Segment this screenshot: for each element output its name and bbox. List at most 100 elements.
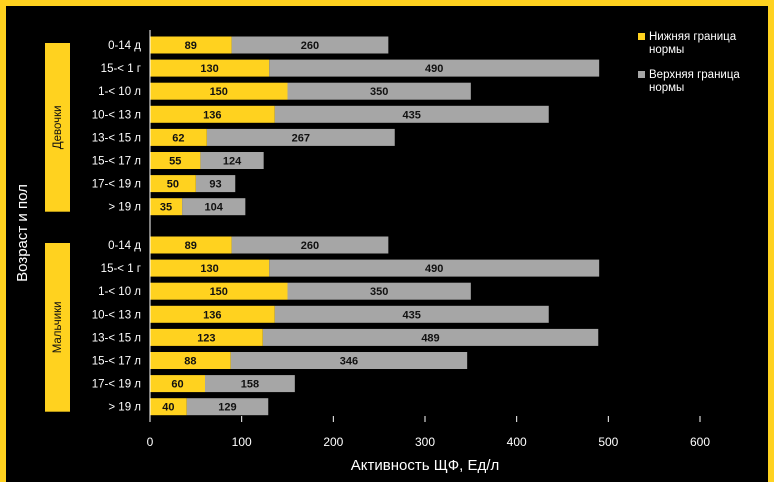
group-label-box xyxy=(45,43,70,212)
x-axis-title: Активность ЩФ, Ед/л xyxy=(351,457,499,474)
axes: 0 100 200 300 400 500 600 xyxy=(147,30,710,449)
lower-bar xyxy=(150,398,187,416)
lower-value-label: 123 xyxy=(197,332,215,344)
upper-value-label: 435 xyxy=(403,309,421,321)
lower-value-label: 60 xyxy=(171,379,183,391)
upper-bar xyxy=(195,175,236,193)
lower-bar xyxy=(150,128,207,146)
upper-bar xyxy=(274,305,549,323)
legend-swatch xyxy=(638,33,645,40)
x-tick-label: 600 xyxy=(690,435,710,449)
x-tick-label: 0 xyxy=(147,435,154,449)
category-label: 13-< 15 л xyxy=(92,332,141,344)
upper-bar xyxy=(205,375,295,393)
lower-value-label: 89 xyxy=(185,240,197,252)
lower-value-label: 55 xyxy=(169,156,181,168)
upper-bar xyxy=(231,236,389,254)
x-tick-label: 300 xyxy=(415,435,435,449)
upper-bar xyxy=(274,105,549,123)
upper-bar xyxy=(186,398,269,416)
lower-bar xyxy=(150,175,196,193)
upper-value-label: 124 xyxy=(223,156,242,168)
lower-value-label: 130 xyxy=(200,263,218,275)
category-label: 1-< 10 л xyxy=(98,86,141,98)
upper-bar xyxy=(269,59,600,77)
category-label: 0-14 д xyxy=(108,40,141,52)
group-label-box xyxy=(45,243,70,412)
upper-bar xyxy=(231,36,389,54)
upper-value-label: 435 xyxy=(403,109,421,121)
lower-bar xyxy=(150,82,288,100)
upper-value-label: 346 xyxy=(340,356,358,368)
group-label: Мальчики xyxy=(52,301,64,353)
lower-bar xyxy=(150,236,232,254)
category-label: 15-< 17 л xyxy=(92,356,141,368)
lower-value-label: 35 xyxy=(160,202,172,214)
upper-value-label: 267 xyxy=(292,132,310,144)
lower-value-label: 150 xyxy=(210,86,228,98)
lower-bar xyxy=(150,59,270,77)
upper-value-label: 490 xyxy=(425,263,443,275)
category-label: 15-< 1 г xyxy=(101,263,141,275)
x-tick-label: 200 xyxy=(323,435,343,449)
lower-bar xyxy=(150,352,231,369)
lower-value-label: 50 xyxy=(167,179,179,191)
legend-label: нормы xyxy=(649,44,684,56)
x-tick-label: 100 xyxy=(232,435,252,449)
lower-value-label: 62 xyxy=(172,132,184,144)
upper-bar xyxy=(287,82,471,100)
lower-value-label: 136 xyxy=(203,309,221,321)
legend-swatch xyxy=(638,71,645,78)
upper-value-label: 93 xyxy=(209,179,221,191)
upper-value-label: 104 xyxy=(205,202,224,214)
category-label: 17-< 19 л xyxy=(92,179,141,191)
category-label: 10-< 13 л xyxy=(92,309,141,321)
lower-value-label: 136 xyxy=(203,109,221,121)
lower-bar xyxy=(150,105,275,123)
lower-value-label: 150 xyxy=(210,286,228,298)
upper-bar xyxy=(200,152,264,169)
category-label: 1-< 10 л xyxy=(98,286,141,298)
category-label: 13-< 15 л xyxy=(92,132,141,144)
lower-bar xyxy=(150,305,275,323)
upper-value-label: 489 xyxy=(421,332,439,344)
x-tick-label: 400 xyxy=(507,435,527,449)
lower-bar xyxy=(150,375,205,393)
y-axis-title: Возраст и пол xyxy=(14,184,31,282)
upper-value-label: 129 xyxy=(218,402,236,414)
upper-value-label: 350 xyxy=(370,86,388,98)
lower-bar xyxy=(150,328,263,346)
upper-value-label: 158 xyxy=(241,379,259,391)
upper-value-label: 350 xyxy=(370,286,388,298)
upper-value-label: 260 xyxy=(301,40,319,52)
category-label: > 19 л xyxy=(108,402,141,414)
group-label: Девочки xyxy=(52,105,64,149)
bars-layer: 89 260 130 490 150 350 136 435 62 267 55 124 50 93 35 1… xyxy=(150,36,600,416)
legend-label: нормы xyxy=(649,82,684,94)
lower-value-label: 40 xyxy=(162,402,174,414)
category-label: 17-< 19 л xyxy=(92,379,141,391)
upper-bar xyxy=(206,128,395,146)
lower-bar xyxy=(150,198,183,216)
lower-value-label: 88 xyxy=(184,356,196,368)
upper-bar xyxy=(182,198,246,216)
upper-value-label: 490 xyxy=(425,63,443,75)
category-label: > 19 л xyxy=(108,202,141,214)
category-label: 10-< 13 л xyxy=(92,109,141,121)
legend-label: Верхняя граница xyxy=(649,69,740,81)
category-label: 0-14 д xyxy=(108,240,141,252)
category-labels: 0-14 д 15-< 1 г 1-< 10 л 10-< 13 л 13-< 15 л… xyxy=(92,40,142,414)
lower-value-label: 130 xyxy=(200,63,218,75)
lower-bar xyxy=(150,36,232,54)
lower-bar xyxy=(150,152,201,169)
upper-bar xyxy=(230,352,468,369)
upper-value-label: 260 xyxy=(301,240,319,252)
category-label: 15-< 17 л xyxy=(92,156,141,168)
x-tick-label: 500 xyxy=(598,435,618,449)
upper-bar xyxy=(287,282,471,300)
legend-label: Нижняя граница xyxy=(649,31,737,43)
upper-bar xyxy=(262,328,599,346)
lower-bar xyxy=(150,259,270,277)
